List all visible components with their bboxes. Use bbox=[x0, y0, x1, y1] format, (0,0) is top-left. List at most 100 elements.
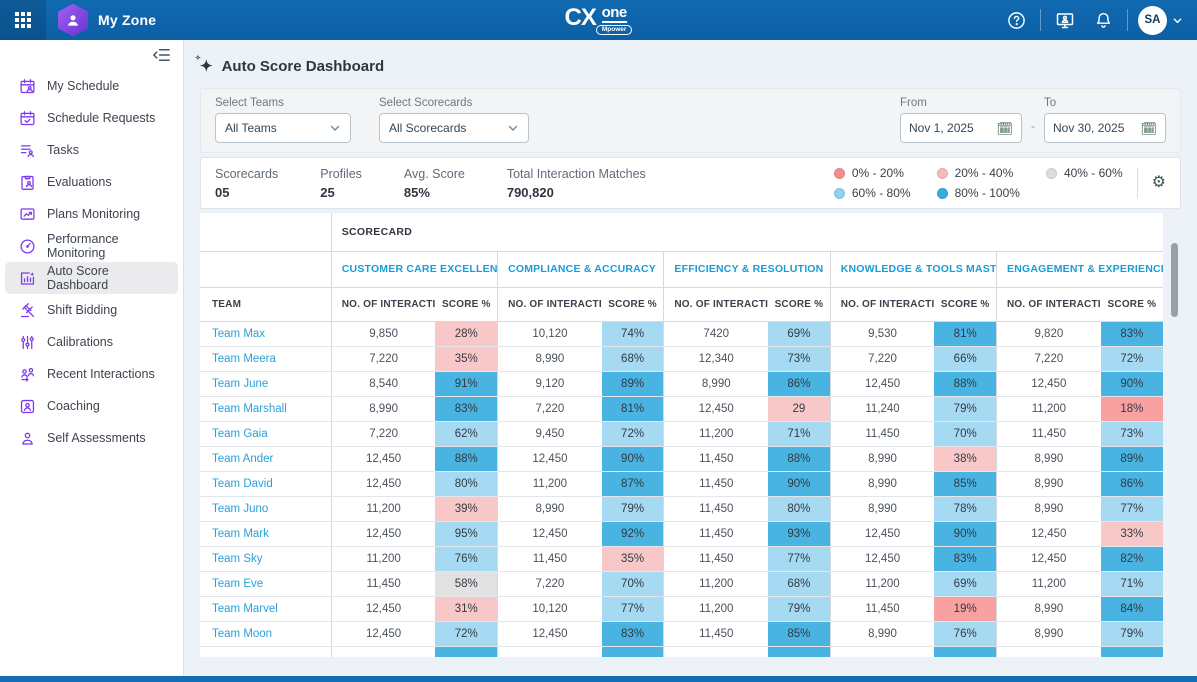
team-link[interactable]: Team Marvel bbox=[200, 596, 332, 622]
cxone-logo: CX one Mpower bbox=[565, 5, 633, 35]
sidebar-item-calibrations[interactable]: Calibrations bbox=[5, 326, 178, 358]
scorecards-dropdown[interactable]: All Scorecards bbox=[379, 113, 529, 143]
sidebar-item-evaluations[interactable]: Evaluations bbox=[5, 166, 178, 198]
screen-share-button[interactable] bbox=[1051, 6, 1079, 34]
legend-item: 60% - 80% bbox=[833, 186, 911, 200]
interactions-cell: 9,450 bbox=[497, 421, 602, 447]
interactions-cell: 10,120 bbox=[497, 596, 602, 622]
scrollbar-thumb[interactable] bbox=[1171, 243, 1178, 317]
sidebar-item-tasks[interactable]: Tasks bbox=[5, 134, 178, 166]
schedule-requests-icon bbox=[18, 109, 36, 127]
team-link[interactable]: Team David bbox=[200, 471, 332, 497]
app-launcher-button[interactable] bbox=[0, 0, 46, 40]
score-cell: 88% bbox=[768, 446, 831, 472]
settings-button[interactable]: ⚙ bbox=[1152, 175, 1166, 191]
help-button[interactable] bbox=[1002, 6, 1030, 34]
table-row: Team Marvel 12,450 31% 10,120 77% 11,200 79% 11… bbox=[200, 596, 1163, 622]
score-cell: 35% bbox=[435, 346, 498, 372]
sidebar-item-label: Recent Interactions bbox=[47, 367, 155, 381]
interactions-cell: 12,450 bbox=[995, 371, 1101, 397]
interactions-cell: 11,200 bbox=[497, 471, 602, 497]
cxone-logo-one: one bbox=[601, 4, 627, 23]
interactions-cell: 11,450 bbox=[497, 546, 602, 572]
teams-dropdown[interactable]: All Teams bbox=[215, 113, 351, 143]
table-row: Team Juno 11,200 39% 8,990 79% 11,450 80% 8,990… bbox=[200, 496, 1163, 522]
interactions-column-header: NO. OF INTERACTI... bbox=[829, 287, 935, 322]
sidebar-item-label: Tasks bbox=[47, 143, 79, 157]
interactions-cell: 12,450 bbox=[497, 446, 602, 472]
team-link[interactable]: Team Sky bbox=[200, 546, 332, 572]
team-link[interactable]: Team Mark bbox=[200, 521, 332, 547]
score-cell: 89% bbox=[1100, 446, 1163, 472]
interactions-cell: 8,990 bbox=[330, 396, 436, 422]
interactions-cell: 8,990 bbox=[497, 496, 602, 522]
stat-label: Scorecards bbox=[215, 166, 279, 181]
score-cell: 78% bbox=[934, 496, 997, 522]
team-link[interactable]: Team Eve bbox=[200, 571, 332, 597]
sidebar-item-auto-score-dashboard[interactable]: Auto Score Dashboard bbox=[5, 262, 178, 294]
score-legend: 0% - 20% 20% - 40% 40% - 60% 60% - 80% 80% -… bbox=[833, 166, 1123, 200]
sidebar-item-recent-interactions[interactable]: Recent Interactions bbox=[5, 358, 178, 390]
interactions-cell: 9,850 bbox=[330, 321, 436, 347]
score-cell: 86% bbox=[1100, 471, 1163, 497]
interactions-cell: 11,450 bbox=[995, 421, 1101, 447]
page-title: ✦ Auto Score Dashboard bbox=[195, 55, 1181, 75]
to-date-label: To bbox=[1044, 97, 1057, 109]
calendar-icon: 🗓 bbox=[1140, 120, 1157, 136]
from-date-input[interactable]: Nov 1, 2025 🗓 bbox=[900, 113, 1022, 143]
to-date-input[interactable]: Nov 30, 2025 🗓 bbox=[1044, 113, 1166, 143]
vertical-scrollbar[interactable] bbox=[1170, 213, 1178, 657]
stat-scorecards: Scorecards 05 bbox=[215, 167, 278, 200]
interactions-cell: 11,450 bbox=[663, 471, 769, 497]
sidebar-item-self-assessments[interactable]: Self Assessments bbox=[5, 422, 178, 454]
team-link[interactable]: Team Max bbox=[200, 321, 332, 347]
interactions-cell: 11,200 bbox=[330, 546, 436, 572]
date-range-separator: - bbox=[1031, 119, 1035, 133]
team-link[interactable]: Team Juno bbox=[200, 496, 332, 522]
team-link[interactable]: Team Marshall bbox=[200, 396, 332, 422]
score-cell: 72% bbox=[435, 621, 498, 647]
sidebar-item-coaching[interactable]: Coaching bbox=[5, 390, 178, 422]
sidebar-item-plans-monitoring[interactable]: Plans Monitoring bbox=[5, 198, 178, 230]
interactions-cell: 8,990 bbox=[497, 346, 602, 372]
legend-item: 40% - 60% bbox=[1045, 166, 1123, 180]
interactions-column-header: NO. OF INTERACTI... bbox=[663, 287, 769, 322]
score-cell: 70% bbox=[934, 421, 997, 447]
interactions-cell: 12,450 bbox=[330, 621, 436, 647]
score-cell: 29 bbox=[768, 396, 831, 422]
score-cell: 81% bbox=[934, 321, 997, 347]
notifications-button[interactable] bbox=[1089, 6, 1117, 34]
sidebar-item-shift-bidding[interactable]: Shift Bidding bbox=[5, 294, 178, 326]
score-cell: 79% bbox=[934, 396, 997, 422]
team-link[interactable]: Team Meera bbox=[200, 346, 332, 372]
user-menu-button[interactable]: SA bbox=[1138, 5, 1183, 35]
team-link[interactable]: Team Gaia bbox=[200, 421, 332, 447]
interactions-cell: 11,450 bbox=[330, 571, 436, 597]
score-cell: 31% bbox=[435, 596, 498, 622]
score-cell: 82% bbox=[1100, 546, 1163, 572]
bell-icon bbox=[1096, 12, 1110, 28]
self-assessments-icon bbox=[18, 429, 36, 447]
score-cell: 83% bbox=[934, 546, 997, 572]
sidebar-item-performance-monitoring[interactable]: Performance Monitoring bbox=[5, 230, 178, 262]
interactions-cell: 11,450 bbox=[663, 446, 769, 472]
sidebar-item-schedule-requests[interactable]: Schedule Requests bbox=[5, 102, 178, 134]
score-cell: 62% bbox=[435, 421, 498, 447]
score-cell: 83% bbox=[1100, 321, 1163, 347]
sidebar-collapse-button[interactable] bbox=[152, 47, 171, 63]
score-cell: 79% bbox=[1100, 621, 1163, 647]
team-link[interactable]: Team Moon bbox=[200, 621, 332, 647]
score-cell: 80% bbox=[435, 471, 498, 497]
score-cell: 18% bbox=[1100, 396, 1163, 422]
interactions-cell: 12,450 bbox=[829, 521, 935, 547]
sidebar-item-my-schedule[interactable]: My Schedule bbox=[5, 70, 178, 102]
team-link[interactable]: Team Ander bbox=[200, 446, 332, 472]
summary-stats: Scorecards 05 Profiles 25 Avg. Score 85% Total… bbox=[215, 167, 688, 200]
table-row: Team Sky 11,200 76% 11,450 35% 11,450 77% 12,45… bbox=[200, 546, 1163, 572]
interactions-cell: 11,450 bbox=[663, 521, 769, 547]
table-row: Team David 12,450 80% 11,200 87% 11,450 90% 8,9… bbox=[200, 471, 1163, 497]
score-cell: 72% bbox=[601, 421, 664, 447]
team-link[interactable]: Team June bbox=[200, 371, 332, 397]
legend-label: 40% - 60% bbox=[1063, 166, 1123, 180]
score-cell: 90% bbox=[601, 446, 664, 472]
